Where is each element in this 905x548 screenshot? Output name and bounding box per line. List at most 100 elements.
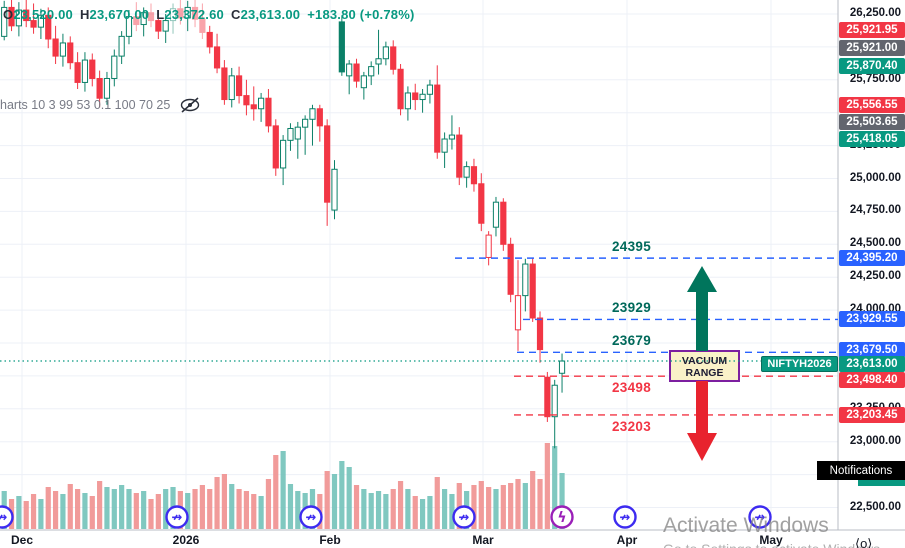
- candle: [544, 371, 551, 422]
- change-value: +183.80: [307, 7, 356, 22]
- candle: [294, 121, 301, 159]
- volume-bar: [119, 485, 125, 529]
- volume-bar: [221, 474, 227, 529]
- volume-bar: [508, 483, 514, 529]
- candle: [331, 160, 338, 220]
- candle: [177, 0, 184, 25]
- volume-bar: [346, 467, 352, 529]
- candle: [59, 33, 67, 67]
- candle: [324, 119, 331, 226]
- time-axis-label-mar: Mar: [472, 533, 494, 547]
- candle: [15, 2, 22, 37]
- volume-bar: [104, 487, 110, 529]
- candle: [118, 31, 125, 65]
- candle: [169, 3, 177, 34]
- volume-bar: [89, 496, 95, 529]
- candle: [551, 379, 558, 449]
- indicator-values: harts 10 3 99 53 0.1 100 70 25: [0, 98, 171, 112]
- contract-rollover-icon[interactable]: [748, 505, 772, 529]
- candle: [8, 0, 15, 32]
- down-arrow-head: [687, 433, 717, 461]
- price-badge: 23,498.40: [839, 372, 905, 388]
- price-scale-label: 24,500.00: [849, 237, 901, 250]
- candle: [456, 127, 463, 186]
- candle: [412, 83, 419, 111]
- candle: [155, 10, 162, 40]
- candle: [147, 3, 155, 28]
- arrow-glyph: ↛: [0, 511, 8, 526]
- candle: [199, 3, 206, 40]
- volume-bar: [449, 494, 455, 529]
- volume-bar: [38, 499, 44, 529]
- volume-bar: [361, 489, 367, 529]
- contract-rollover-icon[interactable]: [0, 505, 14, 529]
- volume-bar: [419, 499, 426, 529]
- candle: [30, 3, 37, 34]
- volume-bar: [368, 493, 374, 529]
- price-scale-settings-icon[interactable]: ⟨o⟩: [855, 536, 873, 548]
- price-badge: 25,870.40: [839, 58, 905, 74]
- candle: [382, 41, 389, 66]
- volume-bar: [75, 489, 81, 529]
- candle: [448, 115, 456, 150]
- indicator-row[interactable]: harts 10 3 99 53 0.1 100 70 25: [0, 96, 202, 114]
- partially-hidden-price-badge: [858, 478, 905, 486]
- lightning-marker[interactable]: [550, 505, 574, 529]
- price-badge: 25,556.55: [839, 97, 905, 113]
- activate-windows-watermark-line2: Go to Settings to activate Windows.: [663, 541, 884, 548]
- candle: [235, 66, 243, 104]
- candle: [45, 7, 52, 49]
- candle: [37, 8, 44, 40]
- candle: [133, 2, 140, 32]
- candle: [529, 257, 536, 322]
- volume-bar: [559, 473, 565, 529]
- volume-bar: [471, 485, 477, 529]
- volume-bar: [397, 481, 404, 529]
- volume-bar: [537, 479, 543, 529]
- candle: [485, 231, 492, 266]
- activate-windows-watermark: Activate Windows: [663, 514, 829, 537]
- candle: [206, 25, 213, 54]
- candle: [272, 119, 279, 176]
- price-scale-label: 24,250.00: [849, 270, 901, 283]
- contract-rollover-icon[interactable]: [299, 505, 323, 529]
- volume-bar: [148, 499, 154, 529]
- symbol-badge: NIFTYH2026: [761, 356, 838, 372]
- price-badge: 25,921.00: [839, 40, 905, 56]
- volume-bar: [456, 483, 462, 529]
- volume-bar: [331, 474, 338, 529]
- contract-rollover-icon[interactable]: [613, 505, 637, 529]
- candle: [96, 70, 103, 108]
- volume-bar: [339, 461, 345, 529]
- candle: [287, 123, 294, 151]
- candle: [125, 10, 133, 45]
- close-label: C: [230, 7, 241, 22]
- candle: [346, 60, 353, 95]
- candle: [434, 65, 441, 159]
- volume-bar: [45, 487, 51, 529]
- time-axis-label-may: May: [759, 533, 783, 547]
- level-label-23679: 23679: [612, 333, 652, 349]
- candle: [302, 115, 309, 155]
- high-value: 23,670.00: [89, 7, 150, 22]
- eye-slash-icon[interactable]: [178, 96, 202, 114]
- change-percent: (+0.78%): [359, 7, 415, 22]
- candle: [258, 92, 265, 122]
- volume-bar: [207, 489, 213, 529]
- candle: [353, 58, 360, 88]
- candle: [441, 132, 448, 168]
- volume-bar: [405, 489, 411, 529]
- volume-bar: [412, 496, 418, 529]
- volume-bar: [552, 446, 558, 529]
- candle: [1, 0, 8, 41]
- level-label-24395: 24395: [612, 239, 652, 255]
- candle: [375, 29, 382, 75]
- contract-rollover-icon[interactable]: [165, 505, 189, 529]
- vacuum-range-annotation[interactable]: VACUUM RANGE: [670, 352, 739, 382]
- candle: [103, 71, 111, 105]
- notifications-button[interactable]: Notifications: [817, 461, 905, 480]
- volume-bar: [141, 491, 147, 529]
- contract-rollover-icon[interactable]: [452, 505, 476, 529]
- candle: [89, 53, 96, 87]
